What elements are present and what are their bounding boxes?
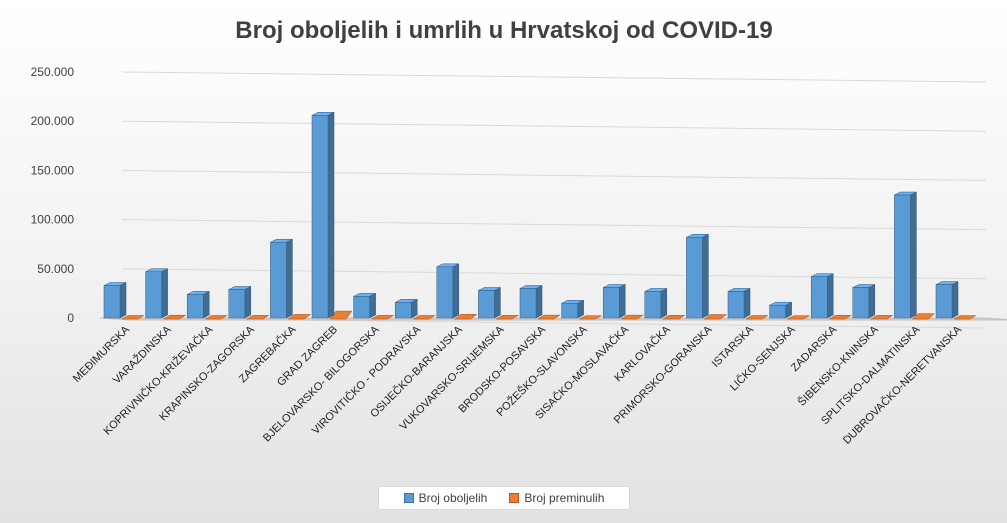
y-tick-label: 250.000: [31, 65, 75, 79]
y-tick-label: 0: [67, 311, 74, 325]
bar-preminulih: [412, 315, 437, 320]
x-tick-label: ŠIBENSKO-KNINSKA: [795, 322, 881, 408]
bar-preminulih: [537, 314, 561, 320]
bar-preminulih: [620, 314, 645, 320]
chart-title: Broj oboljelih i umrlih u Hrvatskoj od C…: [235, 17, 772, 44]
bars: [103, 111, 977, 320]
bar-oboljelih: [644, 288, 668, 319]
bar-preminulih: [287, 314, 312, 320]
legend-item-oboljelih: Broj oboljelih: [403, 491, 488, 505]
bar-preminulih: [121, 315, 145, 320]
bar-preminulih: [953, 315, 977, 320]
bar-oboljelih: [519, 285, 543, 319]
legend-swatch-oboljelih: [403, 493, 414, 503]
bar-preminulih: [204, 315, 229, 320]
bar-preminulih: [703, 314, 728, 320]
bar-oboljelih: [103, 282, 127, 319]
legend-swatch-preminulih: [509, 493, 520, 503]
bar-oboljelih: [686, 233, 709, 319]
bar-oboljelih: [311, 111, 335, 319]
bar-oboljelih: [270, 238, 293, 319]
bar-oboljelih: [353, 292, 376, 319]
bar-oboljelih: [602, 284, 626, 319]
bar-oboljelih: [769, 301, 792, 319]
gridline: [121, 219, 987, 231]
bar-oboljelih: [935, 281, 959, 319]
bar-preminulih: [869, 315, 894, 320]
bar-oboljelih: [394, 298, 418, 319]
bar-preminulih: [370, 315, 395, 320]
gridline: [121, 169, 987, 181]
bar-preminulih: [495, 315, 520, 320]
bar-preminulih: [828, 315, 853, 320]
gridline: [121, 71, 987, 83]
y-axis: 0 50.000 100.000 150.000 200.000 250.000: [31, 65, 75, 325]
y-tick-label: 200.000: [31, 114, 75, 128]
bar-oboljelih: [478, 287, 501, 319]
y-tick-label: 150.000: [31, 163, 75, 177]
bar-oboljelih: [727, 288, 751, 319]
bar-oboljelih: [145, 268, 168, 319]
gridline: [121, 120, 987, 132]
bar-preminulih: [787, 315, 810, 320]
x-axis-labels: MEĐIMURSKAVARAŽDINSKAKOPRIVNIČKO-KRIŽEVA…: [71, 322, 965, 446]
legend: Broj oboljelih Broj preminulih: [378, 486, 630, 510]
bar-preminulih: [245, 315, 270, 320]
bar-oboljelih: [228, 286, 252, 319]
legend-label-oboljelih: Broj oboljelih: [418, 491, 488, 505]
y-tick-label: 50.000: [37, 262, 74, 276]
legend-item-preminulih: Broj preminulih: [509, 491, 604, 505]
gridline: [121, 268, 987, 280]
bar-oboljelih: [894, 191, 917, 319]
gridlines: [121, 71, 987, 329]
bar-oboljelih: [810, 273, 834, 319]
y-tick-label: 100.000: [31, 213, 75, 227]
bar-preminulih: [911, 313, 936, 320]
bar-preminulih: [454, 314, 478, 320]
bar-preminulih: [579, 315, 602, 320]
bar-oboljelih: [436, 263, 460, 319]
bar-preminulih: [162, 314, 187, 320]
bar-preminulih: [745, 315, 769, 320]
bar-oboljelih: [186, 290, 210, 319]
bar-preminulih: [661, 315, 686, 320]
legend-label-preminulih: Broj preminulih: [524, 491, 605, 505]
bar-oboljelih: [561, 299, 584, 319]
bar-oboljelih: [852, 284, 876, 319]
